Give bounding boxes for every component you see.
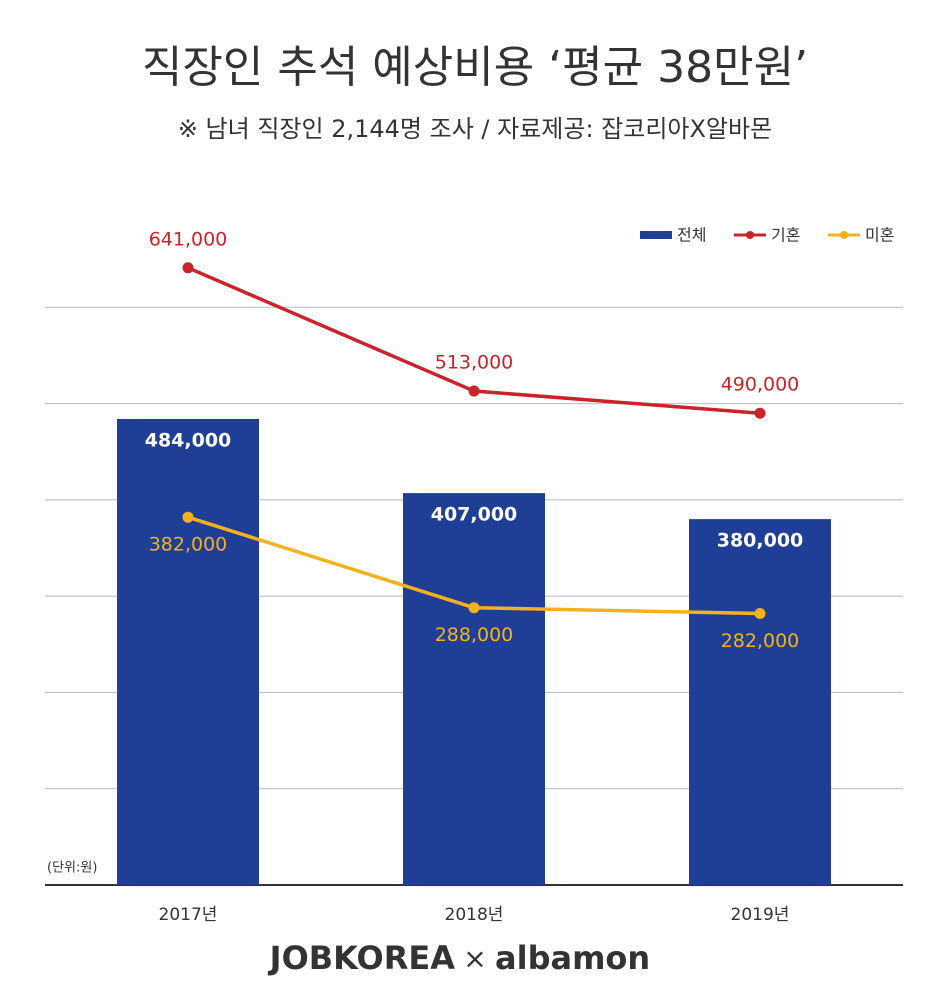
data-label: 282,000 xyxy=(721,630,800,652)
bar xyxy=(689,519,831,885)
data-label: 513,000 xyxy=(435,352,514,374)
legend-swatch xyxy=(640,231,672,239)
legend-label: 전체 xyxy=(677,226,706,245)
footer-logo: albamon xyxy=(495,939,650,977)
footer-logo: JOBKOREA xyxy=(268,939,456,977)
legend-swatch xyxy=(840,231,848,239)
bar xyxy=(117,418,259,885)
chart-title: 직장인 추석 예상비용 ‘평균 38만원’ xyxy=(142,42,808,93)
point xyxy=(468,602,480,614)
data-label: 288,000 xyxy=(435,624,514,646)
x-tick-label: 2018년 xyxy=(445,905,504,925)
data-label: 380,000 xyxy=(717,530,804,552)
x-tick-label: 2019년 xyxy=(731,905,790,925)
point xyxy=(468,385,480,397)
data-label: 382,000 xyxy=(149,534,228,556)
footer-separator: × xyxy=(463,942,486,975)
data-label: 407,000 xyxy=(431,504,518,526)
data-label: 484,000 xyxy=(145,429,232,451)
unit-note: (단위:원) xyxy=(47,861,97,876)
legend-label: 기혼 xyxy=(771,226,800,245)
x-tick-label: 2017년 xyxy=(159,905,218,925)
point xyxy=(754,407,766,419)
point xyxy=(754,607,766,619)
point xyxy=(182,511,194,523)
point xyxy=(182,262,194,274)
legend-swatch xyxy=(746,231,754,239)
data-label: 490,000 xyxy=(721,374,800,396)
chart-subtitle: ※ 남녀 직장인 2,144명 조사 / 자료제공: 잡코리아X알바몬 xyxy=(178,115,772,143)
bar xyxy=(403,493,545,885)
data-label: 641,000 xyxy=(149,228,228,250)
legend-label: 미혼 xyxy=(865,226,894,245)
